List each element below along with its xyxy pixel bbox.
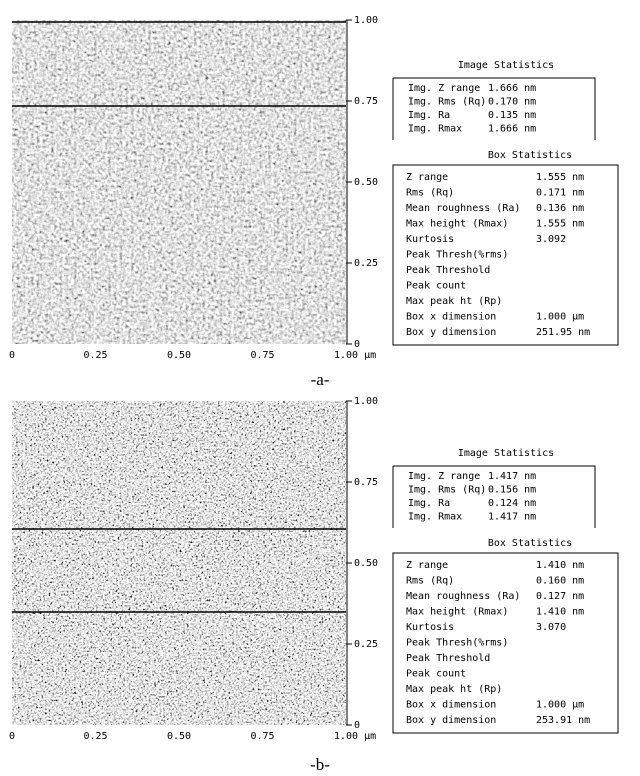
stat-value: 3.070 (536, 622, 566, 633)
box-stats-title: Box Statistics (488, 150, 572, 161)
stat-value: 3.092 (536, 234, 566, 245)
x-tick-label: 0.75 (251, 731, 275, 742)
stat-value: 253.91 nm (536, 715, 590, 726)
stat-label: Peak Thresh(%rms) (406, 250, 508, 261)
stat-label: Peak count (406, 669, 466, 680)
stat-label: Mean roughness (Ra) (406, 591, 520, 602)
stat-label: Peak count (406, 281, 466, 292)
stat-value: 0.127 nm (536, 591, 584, 602)
y-tick-label: 1.00 (354, 15, 378, 26)
stat-label: Peak Thresh(%rms) (406, 638, 508, 649)
figure: 1.00 0.75 0.50 0.25 0 0 0.25 0.50 0.75 1.00 µm Ima… (0, 0, 640, 776)
x-tick-label: 1.00 µm (334, 350, 376, 361)
stat-label: Box x dimension (406, 700, 496, 711)
x-tick-label: 0.50 (167, 350, 191, 361)
stat-value: 0.124 nm (488, 498, 536, 509)
stat-label: Box y dimension (406, 327, 496, 338)
stat-label: Img. Rmax (408, 512, 462, 523)
y-tick-label: 0.50 (354, 558, 378, 569)
stat-value: 0.170 nm (488, 97, 536, 108)
stat-value: 1.666 nm (488, 124, 536, 135)
stat-value: 0.136 nm (536, 203, 584, 214)
stat-value: 1.000 µm (536, 700, 584, 711)
stat-label: Img. Rms (Rq) (408, 485, 486, 496)
stat-label: Img. Rmax (408, 124, 462, 135)
y-tick-label: 0.50 (354, 177, 378, 188)
stat-label: Max peak ht (Rp) (406, 684, 502, 695)
stat-label: Box y dimension (406, 715, 496, 726)
x-tick-label: 0.75 (251, 350, 275, 361)
stat-value: 251.95 nm (536, 327, 590, 338)
y-tick-label: 0.75 (354, 96, 378, 107)
x-tick-label: 0.25 (84, 350, 108, 361)
stat-value: 1.555 nm (536, 172, 584, 183)
stat-value: 1.410 nm (536, 560, 584, 571)
afm-image-b (12, 401, 346, 725)
box-stats-title: Box Statistics (488, 538, 572, 549)
stat-value: 1.000 µm (536, 312, 584, 323)
stat-value: 1.417 nm (488, 512, 536, 523)
stat-value: 0.156 nm (488, 485, 536, 496)
stat-label: Max peak ht (Rp) (406, 296, 502, 307)
afm-image-a (12, 20, 346, 344)
stat-label: Img. Z range (408, 83, 480, 94)
stat-value: 1.417 nm (488, 471, 536, 482)
stat-label: Rms (Rq) (406, 188, 454, 199)
y-tick-label: 0.25 (354, 639, 378, 650)
caption: -b- (310, 755, 330, 774)
stat-label: Box x dimension (406, 312, 496, 323)
stat-value: 1.410 nm (536, 607, 584, 618)
stat-label: Img. Rms (Rq) (408, 97, 486, 108)
y-tick-label: 0 (354, 720, 360, 731)
stat-label: Z range (406, 560, 448, 571)
stat-label: Img. Z range (408, 471, 480, 482)
y-tick-label: 0.25 (354, 258, 378, 269)
stat-label: Kurtosis (406, 234, 454, 245)
y-tick-label: 1.00 (354, 396, 378, 407)
image-stats-title: Image Statistics (458, 448, 554, 459)
x-tick-label: 0 (9, 731, 15, 742)
caption: -a- (311, 370, 330, 389)
stat-label: Rms (Rq) (406, 576, 454, 587)
x-tick-label: 0 (9, 350, 15, 361)
stat-value: 1.555 nm (536, 219, 584, 230)
stat-label: Max height (Rmax) (406, 607, 508, 618)
y-tick-label: 0.75 (354, 477, 378, 488)
stat-label: Peak Threshold (406, 265, 490, 276)
stat-value: 1.666 nm (488, 83, 536, 94)
stat-label: Peak Threshold (406, 653, 490, 664)
stat-value: 0.171 nm (536, 188, 584, 199)
y-tick-label: 0 (354, 339, 360, 350)
stat-label: Img. Ra (408, 110, 450, 121)
stat-label: Img. Ra (408, 498, 450, 509)
stat-label: Mean roughness (Ra) (406, 203, 520, 214)
x-tick-label: 0.50 (167, 731, 191, 742)
x-tick-label: 1.00 µm (334, 731, 376, 742)
stat-value: 0.135 nm (488, 110, 536, 121)
stat-label: Z range (406, 172, 448, 183)
image-stats-title: Image Statistics (458, 60, 554, 71)
stat-label: Max height (Rmax) (406, 219, 508, 230)
x-tick-label: 0.25 (84, 731, 108, 742)
stat-value: 0.160 nm (536, 576, 584, 587)
stat-label: Kurtosis (406, 622, 454, 633)
